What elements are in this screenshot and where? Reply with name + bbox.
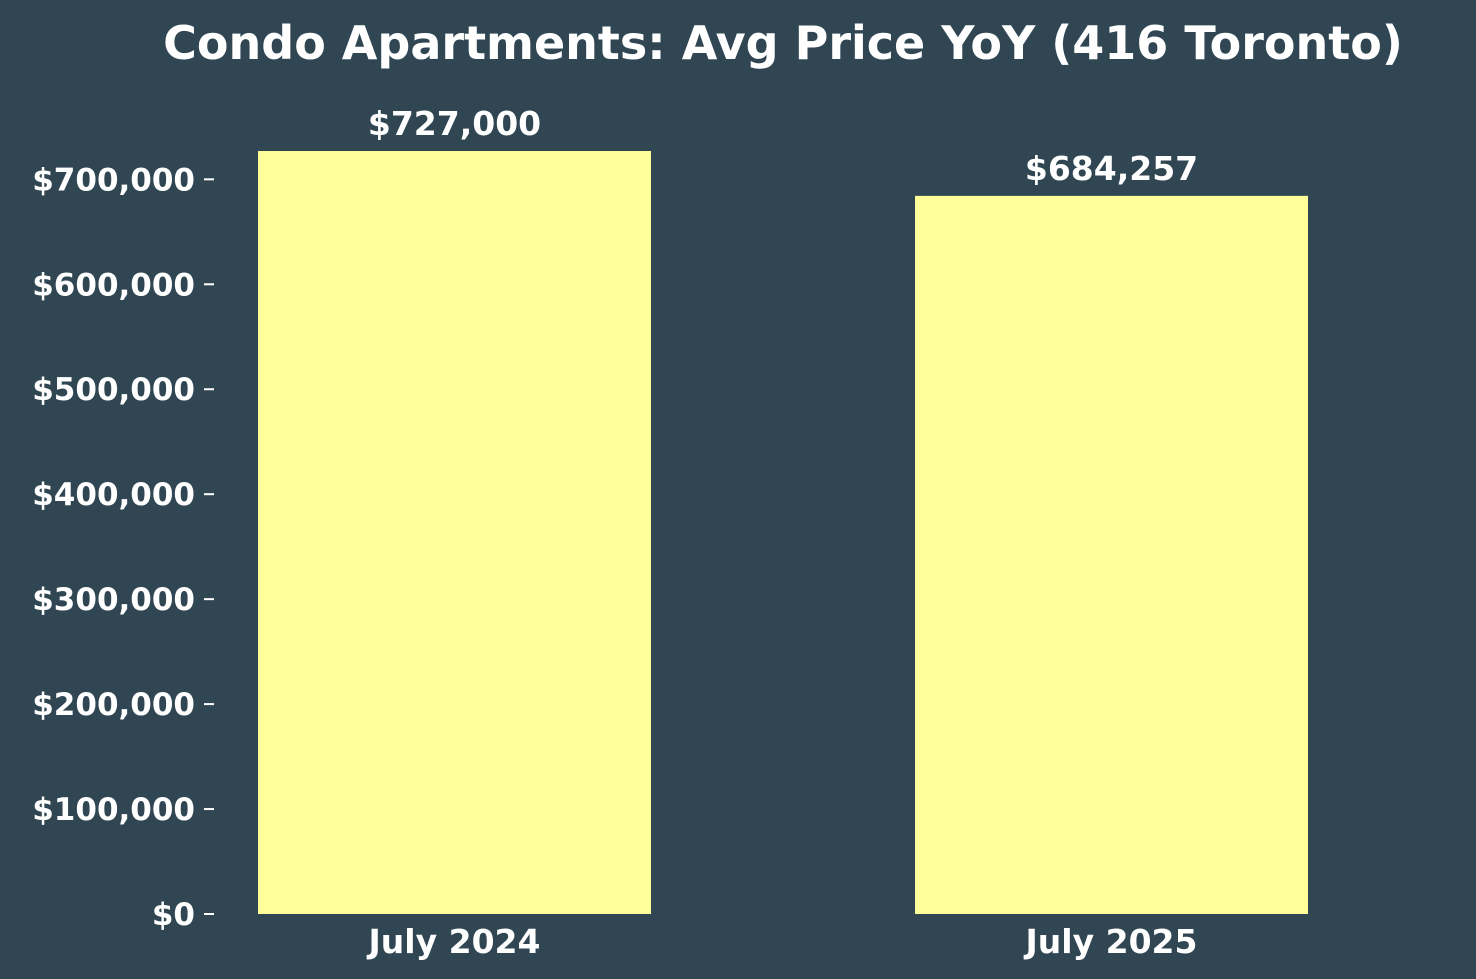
y-tick-label: $500,000 (32, 372, 195, 408)
bar-value-label: $684,257 (1025, 149, 1198, 188)
chart-title: Condo Apartments: Avg Price YoY (416 Tor… (163, 16, 1403, 70)
x-axis: July 2024 July 2025 (367, 922, 1198, 961)
y-tick-label: $100,000 (32, 792, 195, 828)
y-tick-label: $400,000 (32, 477, 195, 513)
y-tick-label: $200,000 (32, 687, 195, 723)
y-axis: $0 $100,000 $200,000 $300,000 $400,000 $500,0… (32, 162, 214, 933)
bar (915, 195, 1308, 915)
x-category-label: July 2024 (367, 922, 541, 961)
bars (258, 151, 1308, 915)
value-labels: $727,000 $684,257 (368, 104, 1198, 188)
y-tick-label: $0 (152, 897, 195, 933)
bar-value-label: $727,000 (368, 104, 541, 143)
bar (258, 151, 651, 914)
y-tick-label: $300,000 (32, 582, 195, 618)
y-tick-label: $600,000 (32, 267, 195, 303)
y-tick-label: $700,000 (32, 162, 195, 198)
x-category-label: July 2025 (1024, 922, 1198, 961)
